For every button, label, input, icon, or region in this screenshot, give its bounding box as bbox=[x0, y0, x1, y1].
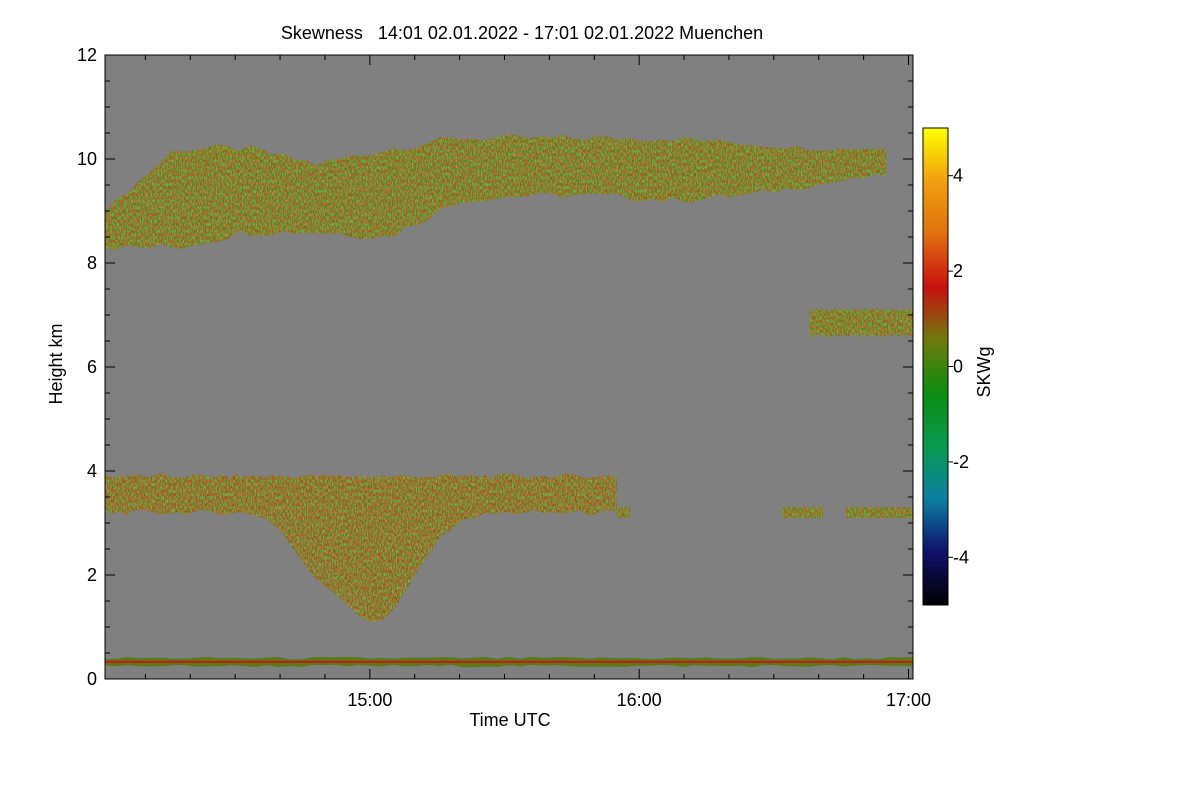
y-tick-label: 6 bbox=[87, 357, 97, 377]
colorbar-tick-label: -4 bbox=[953, 547, 969, 567]
y-tick-label: 4 bbox=[87, 461, 97, 481]
x-tick-label: 16:00 bbox=[617, 690, 662, 710]
cloud-layer bbox=[105, 473, 617, 622]
colorbar bbox=[922, 127, 949, 606]
x-axis: 15:00 16:00 17:00 bbox=[144, 55, 931, 710]
y-tick-label: 2 bbox=[87, 565, 97, 585]
colorbar-tick-label: 4 bbox=[953, 166, 963, 186]
low-cloud-fragments bbox=[616, 507, 913, 518]
colorbar-label: SKWg bbox=[974, 346, 994, 397]
y-tick-label: 12 bbox=[77, 45, 97, 65]
colorbar-tick-label: -2 bbox=[953, 452, 969, 472]
x-tick-label: 15:00 bbox=[347, 690, 392, 710]
colorbar-tick-label: 2 bbox=[953, 261, 963, 281]
colorbar-ticks: -4 -2 0 2 4 bbox=[948, 166, 969, 567]
chart-title: Skewness 14:01 02.01.2022 - 17:01 02.01.… bbox=[281, 23, 763, 43]
x-tick-label: 17:00 bbox=[886, 690, 931, 710]
y-tick-label: 0 bbox=[87, 669, 97, 689]
cloud-fragment bbox=[782, 507, 824, 518]
cloud-layer bbox=[809, 307, 913, 338]
colorbar-tick-label: 0 bbox=[953, 357, 963, 377]
cloud-layers bbox=[105, 134, 913, 668]
y-axis: 0 2 4 6 8 10 12 bbox=[77, 45, 913, 689]
y-tick-label: 8 bbox=[87, 253, 97, 273]
y-tick-label: 10 bbox=[77, 149, 97, 169]
cloud-layer bbox=[105, 134, 887, 250]
x-axis-label: Time UTC bbox=[469, 710, 550, 730]
cloud-fragment bbox=[616, 507, 631, 518]
y-axis-label: Height km bbox=[46, 323, 66, 404]
cloud-fragment bbox=[845, 507, 913, 518]
